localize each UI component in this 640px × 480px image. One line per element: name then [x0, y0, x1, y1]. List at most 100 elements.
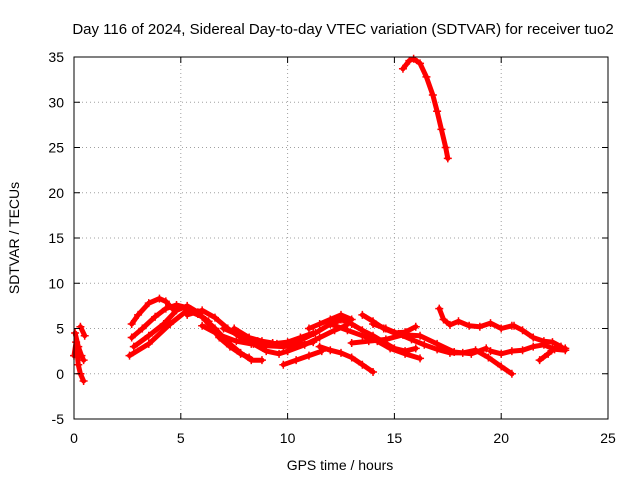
data-point: [159, 319, 168, 328]
series-line: [129, 296, 175, 327]
data-point: [134, 310, 143, 319]
data-point: [450, 348, 459, 357]
data-point: [151, 312, 160, 321]
data-point: [172, 306, 181, 315]
data-point: [198, 321, 207, 330]
data-point: [390, 344, 399, 353]
data-point: [161, 297, 170, 306]
data-point: [326, 319, 335, 328]
data-point: [482, 344, 491, 353]
data-point: [416, 59, 425, 68]
data-point: [497, 362, 506, 371]
data-point: [283, 347, 292, 356]
x-tick-label: 0: [70, 430, 78, 446]
series-line: [511, 323, 564, 350]
data-point: [337, 348, 345, 357]
data-point: [518, 326, 527, 335]
data-point: [420, 340, 429, 349]
data-point: [315, 342, 324, 351]
data-point: [79, 376, 88, 385]
x-tick-label: 25: [600, 430, 616, 446]
data-point: [347, 353, 356, 362]
data-point: [304, 324, 313, 333]
series-arc-2: [71, 329, 88, 365]
data-point: [343, 326, 352, 335]
y-tick-label: 5: [56, 321, 64, 337]
data-point: [225, 342, 234, 351]
data-point: [358, 326, 367, 335]
data-point: [161, 304, 170, 313]
data-point: [272, 339, 281, 348]
data-point: [358, 360, 367, 369]
data-point: [183, 310, 192, 319]
data-point: [210, 313, 219, 322]
series-arc-23: [435, 304, 516, 333]
data-point: [510, 321, 519, 330]
data-point: [411, 322, 420, 331]
data-point: [144, 299, 153, 308]
data-point: [347, 319, 356, 328]
data-point: [230, 324, 239, 333]
x-tick-label: 15: [387, 430, 403, 446]
data-point: [398, 330, 407, 339]
y-tick-label: 35: [48, 49, 64, 65]
series-arc-15: [304, 310, 356, 333]
data-point: [144, 331, 153, 340]
data-point: [155, 294, 164, 303]
data-point: [337, 315, 345, 324]
series-arc-22: [398, 54, 452, 163]
y-tick-label: -5: [52, 411, 65, 427]
data-point: [232, 337, 241, 346]
x-tick-label: 5: [177, 430, 185, 446]
data-point: [411, 344, 420, 353]
y-tick-label: 20: [48, 185, 64, 201]
series-arc-20: [369, 319, 516, 378]
data-point: [364, 337, 373, 346]
x-tick-label: 20: [493, 430, 509, 446]
data-point: [433, 107, 442, 116]
data-point: [535, 356, 544, 365]
data-point: [475, 322, 484, 331]
data-point: [435, 304, 444, 313]
data-point: [405, 56, 414, 65]
data-point: [439, 315, 448, 324]
data-point: [125, 351, 134, 360]
series-line: [400, 56, 451, 161]
data-point: [311, 329, 320, 338]
data-point: [409, 54, 418, 63]
data-point: [257, 356, 266, 365]
data-point: [529, 333, 538, 342]
data-point: [552, 342, 561, 351]
data-point: [467, 349, 476, 358]
data-point: [315, 319, 324, 328]
y-tick-label: 25: [48, 140, 64, 156]
data-point: [433, 339, 442, 348]
data-point: [80, 331, 89, 340]
data-point: [486, 319, 495, 328]
data-point: [245, 353, 254, 362]
data-point: [127, 333, 136, 342]
data-point: [548, 338, 557, 347]
data-point: [79, 356, 88, 365]
series-line: [72, 330, 87, 363]
data-point: [74, 342, 83, 351]
data-point: [292, 356, 301, 365]
axes: 0 5 10 15 20 25 -5 0 5 10 15 20 25 30 35: [48, 49, 616, 446]
data-point: [539, 337, 548, 346]
data-point: [454, 317, 463, 326]
y-axis-label: SDTVAR / TECUs: [6, 182, 22, 294]
data-point: [428, 91, 437, 100]
data-point: [275, 349, 284, 358]
y-tick-label: 15: [48, 230, 64, 246]
data-point: [401, 347, 410, 356]
data-point: [315, 333, 324, 342]
data-point: [236, 349, 245, 358]
y-tick-label: 0: [56, 366, 64, 382]
series-line: [537, 344, 568, 363]
data-point: [422, 72, 431, 81]
data-point: [347, 338, 356, 347]
data-point: [326, 346, 335, 355]
series-arc-21: [347, 330, 491, 358]
chart-title: Day 116 of 2024, Sidereal Day-to-day VTE…: [72, 21, 613, 38]
